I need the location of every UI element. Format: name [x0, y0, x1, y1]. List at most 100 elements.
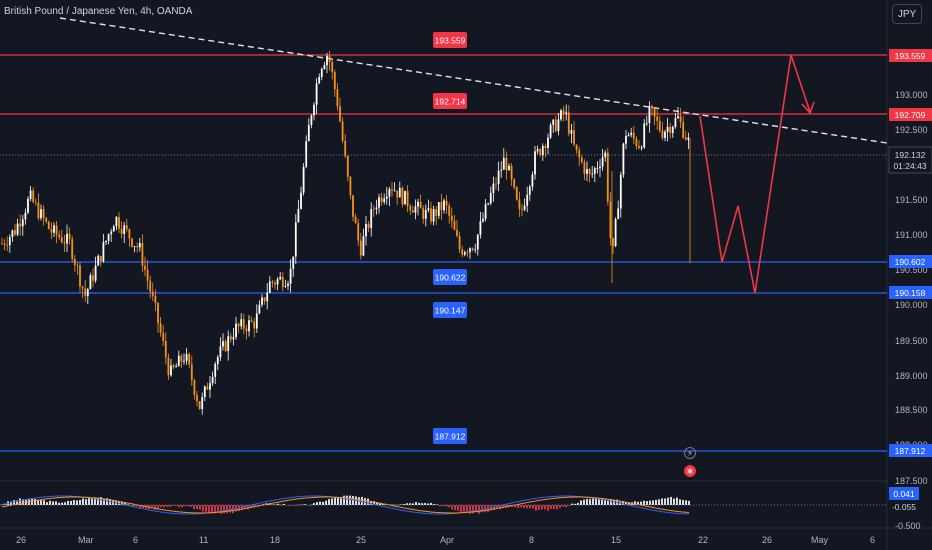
- macd-histogram-bar: [397, 504, 399, 506]
- candle-body: [362, 236, 365, 256]
- macd-histogram-bar: [316, 502, 318, 505]
- macd-tick: -0.500: [895, 521, 921, 531]
- candle-body: [549, 124, 552, 138]
- candle-body: [190, 364, 193, 381]
- macd-histogram-bar: [607, 499, 609, 505]
- macd-histogram-bar: [424, 503, 426, 505]
- macd-histogram-bar: [685, 500, 687, 505]
- candle-body: [170, 365, 172, 376]
- macd-histogram-bar: [55, 501, 57, 505]
- candle-body: [643, 123, 646, 148]
- candle-body: [138, 243, 141, 248]
- macd-histogram-bar: [370, 501, 372, 505]
- macd-histogram-bar: [181, 505, 183, 508]
- candle-body: [81, 286, 84, 289]
- level-box-5[interactable]: 187.912: [433, 428, 467, 444]
- macd-histogram-bar: [553, 505, 555, 510]
- descending-trendline[interactable]: [59, 17, 888, 144]
- macd-histogram-bar: [19, 498, 21, 505]
- macd-histogram-bar: [499, 505, 501, 510]
- candle-body: [60, 237, 63, 243]
- candle-body: [664, 131, 666, 138]
- macd-histogram-bar: [583, 499, 585, 505]
- macd-histogram-bar: [652, 500, 654, 505]
- candle-body: [89, 275, 92, 290]
- time-tick: 25: [356, 535, 366, 545]
- macd-histogram-bar: [421, 503, 423, 505]
- candle-body: [263, 297, 266, 302]
- candle-body: [154, 295, 157, 303]
- candle-body: [258, 304, 261, 314]
- candle-body: [515, 187, 518, 200]
- candle-body: [250, 320, 253, 322]
- candle-body: [177, 355, 180, 367]
- candle-body: [292, 256, 295, 269]
- macd-histogram-bar: [10, 501, 12, 505]
- candle-body: [14, 230, 16, 235]
- symbol-title: British Pound / Japanese Yen, 4h, OANDA: [4, 6, 193, 17]
- level-box-2-text: 192.714: [435, 97, 466, 107]
- macd-histogram-bar: [85, 499, 87, 505]
- candle-body: [380, 197, 383, 203]
- level-box-3[interactable]: 190.622: [433, 269, 467, 285]
- macd-histogram-bar: [526, 505, 528, 509]
- candle-body: [495, 183, 497, 185]
- macd-histogram-bar: [415, 502, 417, 505]
- macd-histogram-bar: [460, 505, 462, 513]
- macd-histogram-bar: [439, 505, 441, 507]
- macd-histogram-bar: [565, 505, 567, 508]
- flag-icon[interactable]: ✱: [684, 465, 696, 477]
- time-tick: 22: [698, 535, 708, 545]
- level-box-2[interactable]: 192.714: [433, 93, 467, 109]
- candle-body: [240, 319, 243, 327]
- candle-body: [554, 119, 557, 132]
- current-price-label: 192.132 01:24:43: [888, 146, 932, 174]
- macd-histogram-bar: [640, 501, 642, 505]
- time-tick: 6: [870, 535, 875, 545]
- candle-body: [414, 206, 417, 213]
- level-box-4[interactable]: 190.147: [433, 302, 467, 318]
- lightning-icon[interactable]: ⚡: [684, 447, 696, 459]
- macd-histogram-bar: [673, 498, 675, 505]
- candle-body: [617, 208, 620, 219]
- level-box-1[interactable]: 193.559: [433, 32, 467, 48]
- candle-body: [16, 223, 19, 235]
- candle-body: [578, 150, 581, 158]
- candle-body: [206, 386, 209, 390]
- candle-body: [196, 394, 198, 402]
- macd-histogram-bar: [688, 500, 690, 505]
- macd-histogram-bar: [529, 505, 531, 509]
- candle-body: [3, 243, 6, 246]
- macd-histogram-bar: [40, 500, 42, 505]
- price-tick: 187.500: [895, 476, 928, 486]
- candle-body: [427, 208, 430, 211]
- macd-histogram-bar: [589, 499, 591, 505]
- macd-histogram-bar: [520, 505, 522, 508]
- macd-histogram-bar: [106, 498, 108, 505]
- candle-body: [557, 119, 560, 132]
- macd-histogram-bar: [43, 500, 45, 505]
- candle-body: [341, 121, 344, 141]
- level-box-3-text: 190.622: [435, 273, 466, 283]
- candle-body: [466, 252, 469, 253]
- candle-body: [604, 152, 607, 158]
- candle-body: [219, 346, 222, 358]
- macd-histogram-bar: [433, 504, 435, 505]
- candle-body: [21, 219, 24, 227]
- time-axis[interactable]: 26 Mar 6 11 18 25 Apr 8 15 22 26 May 6: [16, 535, 875, 545]
- candle-body: [573, 130, 575, 145]
- candle-body: [586, 169, 588, 174]
- price-tick: 191.500: [895, 195, 928, 205]
- macd-line: [1, 495, 690, 515]
- candle-body: [437, 202, 440, 216]
- candle-body: [523, 205, 526, 210]
- macd-histogram-bar: [604, 499, 606, 505]
- macd-histogram-bar: [592, 498, 594, 505]
- candle-body: [651, 105, 653, 109]
- currency-button[interactable]: JPY: [892, 4, 922, 24]
- candle-body: [183, 360, 185, 362]
- macd-histogram-bar: [457, 505, 459, 511]
- time-tick: 15: [611, 535, 621, 545]
- macd-histogram-bar: [154, 505, 156, 510]
